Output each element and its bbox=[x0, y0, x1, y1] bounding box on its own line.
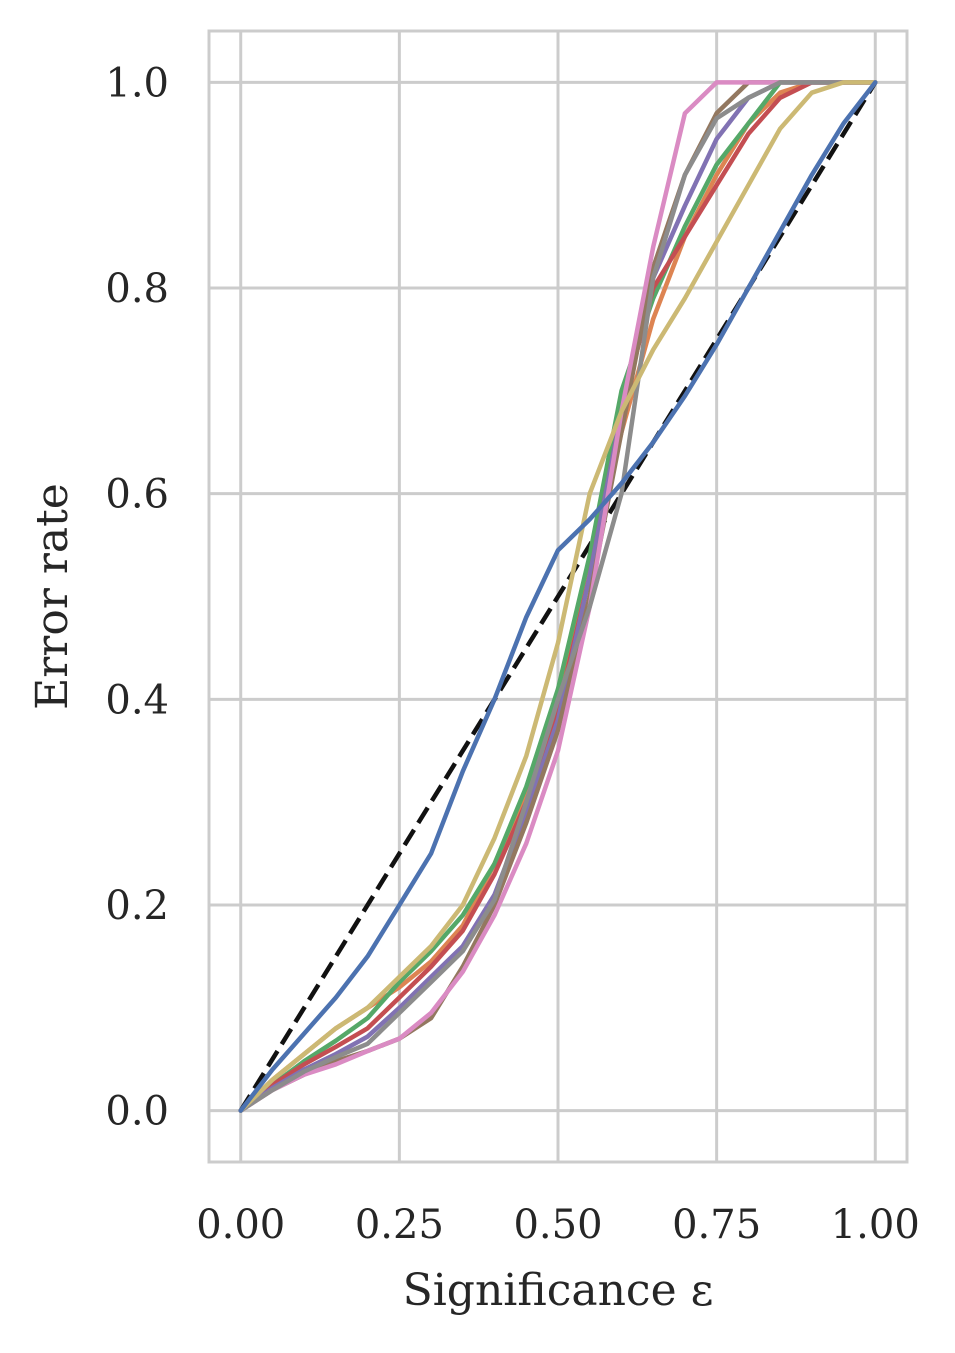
y-tick-label-5: 1.0 bbox=[105, 60, 169, 106]
grid bbox=[209, 31, 907, 1162]
y-tick-label-1: 0.2 bbox=[105, 883, 169, 929]
x-tick-label-3: 0.75 bbox=[672, 1202, 761, 1248]
reference-line-diagonal bbox=[238, 81, 878, 1112]
x-tick-label-0: 0.00 bbox=[196, 1202, 285, 1248]
y-tick-label-4: 0.8 bbox=[105, 266, 169, 312]
series-line-6 bbox=[238, 80, 878, 1113]
x-tick-label-4: 1.00 bbox=[831, 1202, 920, 1248]
series-line-5 bbox=[238, 80, 878, 1113]
x-tick-label-1: 0.25 bbox=[355, 1202, 444, 1248]
y-tick-label-0: 0.0 bbox=[105, 1089, 169, 1135]
y-tick-labels: 0.0 0.2 0.4 0.6 0.8 1.0 bbox=[105, 60, 169, 1134]
series-line-8 bbox=[238, 80, 878, 1113]
series-line-7 bbox=[238, 80, 878, 1113]
series-line-1 bbox=[238, 80, 878, 1113]
y-axis-label: Error rate bbox=[27, 483, 78, 710]
reference-line-layer bbox=[238, 81, 878, 1112]
series-layer bbox=[238, 80, 878, 1113]
y-tick-label-2: 0.4 bbox=[105, 677, 169, 723]
y-tick-label-3: 0.6 bbox=[105, 472, 169, 518]
x-tick-labels: 0.00 0.25 0.50 0.75 1.00 bbox=[196, 1202, 920, 1248]
x-tick-label-2: 0.50 bbox=[513, 1202, 602, 1248]
x-axis-label: Significance ε bbox=[403, 1265, 714, 1316]
plot-frame bbox=[207, 29, 909, 1164]
